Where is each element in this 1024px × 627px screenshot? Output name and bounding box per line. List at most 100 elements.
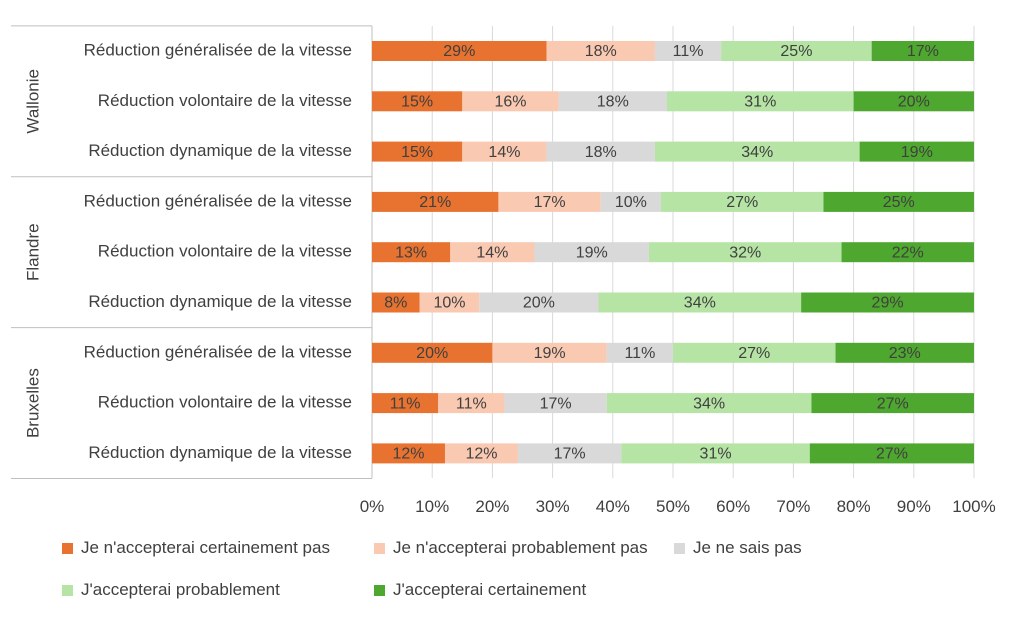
data-label: 22% [892, 244, 924, 261]
data-label: 8% [384, 295, 407, 312]
data-label: 10% [433, 295, 465, 312]
x-tick-label: 60% [716, 497, 750, 516]
category-label: Réduction volontaire de la vitesse [98, 91, 352, 110]
x-tick-label: 30% [536, 497, 570, 516]
legend-swatch [374, 542, 385, 554]
legend-item-certainly-not: Je n'accepterai certainement pas [62, 538, 330, 558]
data-label: 17% [554, 446, 586, 463]
bar-segment [841, 242, 974, 263]
x-tick-label: 50% [656, 497, 690, 516]
legend-swatch [674, 542, 685, 554]
group-label: Bruxelles [23, 368, 42, 438]
data-label: 18% [585, 43, 617, 60]
legend-item-probably-accept: J'accepterai probablement [62, 580, 280, 600]
data-label: 29% [872, 295, 904, 312]
chart-legend: Je n'accepterai certainement pas Je n'ac… [62, 538, 802, 608]
data-label: 10% [615, 194, 647, 211]
bar-segment [372, 191, 499, 212]
bar-segment [721, 41, 872, 61]
bar-segment [600, 191, 661, 212]
bar-segment [546, 141, 655, 162]
bar-segment [517, 443, 622, 464]
bar-segment [462, 141, 547, 162]
data-label: 20% [523, 295, 555, 312]
bar-segment [444, 443, 518, 464]
bar-segment [598, 292, 802, 313]
data-label: 23% [889, 345, 921, 362]
bar-segment [372, 443, 445, 464]
legend-swatch [62, 584, 73, 596]
bar-segment [492, 342, 607, 363]
data-label: 17% [907, 43, 939, 60]
data-label: 14% [476, 244, 508, 261]
data-label: 17% [540, 395, 572, 412]
bar-segment [372, 292, 420, 313]
bar-segment [654, 41, 722, 61]
x-tick-label: 100% [952, 497, 995, 516]
data-label: 20% [898, 94, 930, 111]
data-label: 19% [534, 345, 566, 362]
category-label: Réduction volontaire de la vitesse [98, 393, 352, 412]
data-label: 19% [901, 144, 933, 161]
data-label: 32% [729, 244, 761, 261]
category-label: Réduction dynamique de la vitesse [88, 141, 352, 160]
bar-segment [859, 141, 974, 162]
bar-segment [801, 292, 974, 313]
bar-segment [438, 393, 505, 414]
legend-label: Je n'accepterai probablement pas [393, 538, 648, 557]
bar-segment [498, 191, 601, 212]
bar-segment [654, 141, 860, 162]
category-label: Réduction dynamique de la vitesse [88, 443, 352, 462]
bar-segment [558, 91, 667, 112]
data-label: 29% [443, 43, 475, 60]
bar-segment [666, 91, 854, 112]
bar-segment [372, 41, 547, 61]
legend-swatch [62, 542, 73, 554]
bar-segment [504, 393, 607, 414]
bar-segment [546, 41, 655, 61]
category-label: Réduction généralisée de la vitesse [84, 342, 352, 361]
legend-item-certainly-accept: J'accepterai certainement [374, 580, 586, 600]
category-label: Réduction généralisée de la vitesse [84, 40, 352, 59]
data-label: 31% [744, 94, 776, 111]
data-label: 11% [624, 345, 655, 362]
data-label: 27% [738, 345, 770, 362]
category-label: Réduction généralisée de la vitesse [84, 191, 352, 210]
data-label: 25% [780, 43, 812, 60]
data-label: 27% [876, 446, 908, 463]
data-label: 15% [401, 94, 433, 111]
bar-segment [835, 342, 974, 363]
bar-segment [811, 393, 974, 414]
legend-label: Je n'accepterai certainement pas [81, 538, 330, 557]
data-label: 18% [597, 94, 629, 111]
data-label: 31% [700, 446, 732, 463]
legend-label: Je ne sais pas [693, 538, 802, 557]
data-label: 14% [488, 144, 520, 161]
data-label: 11% [456, 395, 487, 412]
bar-segment [606, 342, 673, 363]
data-label: 16% [494, 94, 526, 111]
bar-segment [372, 393, 439, 414]
bar-segment [621, 443, 810, 464]
legend-item-probably-not: Je n'accepterai probablement pas [374, 538, 648, 558]
bar-segment [871, 41, 974, 61]
legend-label: J'accepterai certainement [393, 580, 587, 599]
data-label: 11% [390, 395, 421, 412]
data-label: 21% [419, 194, 451, 211]
bar-segment [606, 393, 812, 414]
bar-segment [450, 242, 535, 263]
bar-segment [372, 91, 463, 112]
x-tick-label: 40% [596, 497, 630, 516]
group-label: Flandre [23, 223, 42, 281]
data-label: 12% [465, 446, 497, 463]
category-label: Réduction volontaire de la vitesse [98, 242, 352, 261]
data-label: 15% [401, 144, 433, 161]
bar-segment [809, 443, 974, 464]
data-label: 20% [416, 345, 448, 362]
legend-label: J'accepterai probablement [81, 580, 280, 599]
data-label: 27% [726, 194, 758, 211]
x-tick-label: 20% [475, 497, 509, 516]
bar-segment [372, 141, 463, 162]
bar-segment [660, 191, 824, 212]
bar-segment [673, 342, 836, 363]
